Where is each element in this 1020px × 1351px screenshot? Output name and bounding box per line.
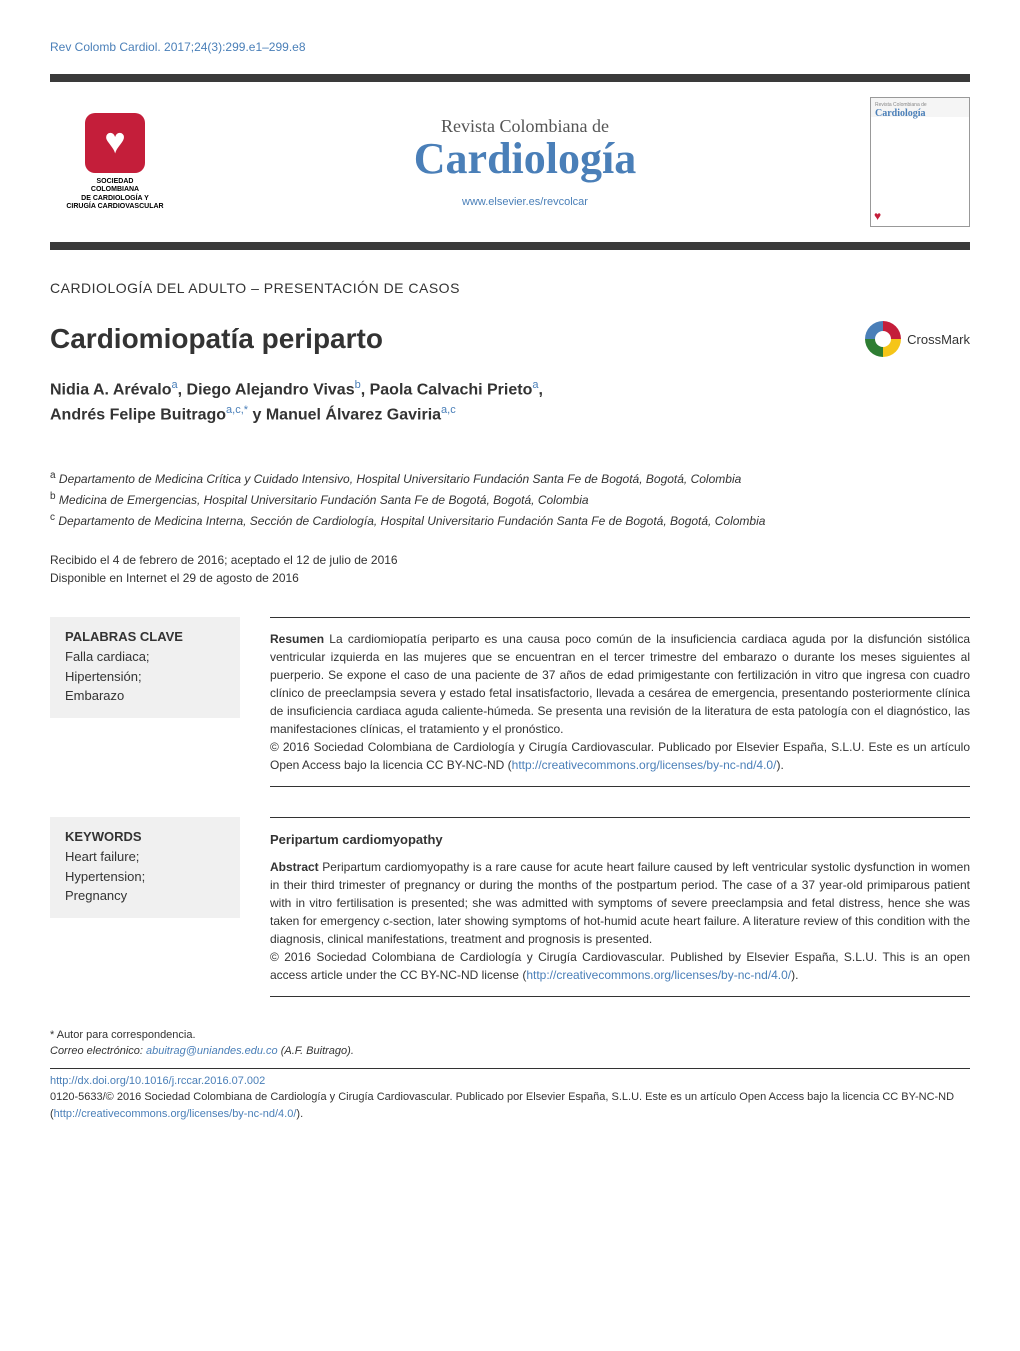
corresponding-email-line: Correo electrónico: abuitrag@uniandes.ed… [50, 1043, 970, 1060]
resumen-label: Resumen [270, 632, 324, 646]
society-name: SOCIEDAD COLOMBIANA DE CARDIOLOGÍA Y CIR… [50, 178, 180, 212]
journal-title: Cardiología [180, 137, 870, 181]
cc-license-link[interactable]: http://creativecommons.org/licenses/by-n… [526, 968, 791, 982]
cc-license-link[interactable]: http://creativecommons.org/licenses/by-n… [512, 758, 777, 772]
english-title: Peripartum cardiomyopathy [270, 830, 970, 850]
heart-icon [85, 113, 145, 173]
keywords-heading: KEYWORDS [65, 829, 225, 844]
resumen-text: La cardiomiopatía periparto es una causa… [270, 632, 970, 736]
palabras-clave-box: PALABRAS CLAVE Falla cardiaca; Hipertens… [50, 617, 240, 718]
footer-copyright: 0120-5633/© 2016 Sociedad Colombiana de … [50, 1089, 970, 1122]
section-label: CARDIOLOGÍA DEL ADULTO – PRESENTACIÓN DE… [50, 280, 970, 296]
article-dates: Recibido el 4 de febrero de 2016; acepta… [50, 551, 970, 587]
crossmark-badge[interactable]: CrossMark [865, 321, 970, 357]
authors-line: Nidia A. Arévaloa, Diego Alejandro Vivas… [50, 377, 970, 428]
abstract-label: Abstract [270, 860, 319, 874]
crossmark-label: CrossMark [907, 332, 970, 347]
keywords-box: KEYWORDS Heart failure; Hypertension; Pr… [50, 817, 240, 918]
crossmark-icon [865, 321, 901, 357]
cover-thumbnail: Revista Colombiana de Cardiología ♥ [870, 97, 970, 227]
affiliations: a Departamento de Medicina Crítica y Cui… [50, 468, 970, 532]
header-bar-top [50, 74, 970, 82]
palabras-clave-list: Falla cardiaca; Hipertensión; Embarazo [65, 647, 225, 706]
doi-link[interactable]: http://dx.doi.org/10.1016/j.rccar.2016.0… [50, 1068, 970, 1090]
header-bar-bottom [50, 242, 970, 250]
palabras-clave-heading: PALABRAS CLAVE [65, 629, 225, 644]
abstract-content: Peripartum cardiomyopathy Abstract Perip… [270, 817, 970, 997]
page-footer: * Autor para correspondencia. Correo ele… [50, 1027, 970, 1123]
keywords-list: Heart failure; Hypertension; Pregnancy [65, 847, 225, 906]
journal-title-block: Revista Colombiana de Cardiología www.el… [180, 116, 870, 208]
abstract-text: Peripartum cardiomyopathy is a rare caus… [270, 860, 970, 946]
journal-url[interactable]: www.elsevier.es/revcolcar [180, 196, 870, 208]
journal-header: SOCIEDAD COLOMBIANA DE CARDIOLOGÍA Y CIR… [50, 82, 970, 242]
email-link[interactable]: abuitrag@uniandes.edu.co [146, 1045, 278, 1057]
article-title: Cardiomiopatía periparto [50, 323, 383, 355]
heart-icon: ♥ [874, 209, 881, 223]
english-abstract-block: KEYWORDS Heart failure; Hypertension; Pr… [50, 817, 970, 997]
cc-license-link[interactable]: http://creativecommons.org/licenses/by-n… [54, 1108, 297, 1120]
corresponding-author-marker: * Autor para correspondencia. [50, 1027, 970, 1044]
citation: Rev Colomb Cardiol. 2017;24(3):299.e1–29… [50, 40, 970, 54]
society-logo: SOCIEDAD COLOMBIANA DE CARDIOLOGÍA Y CIR… [50, 113, 180, 212]
resumen-content: Resumen La cardiomiopatía periparto es u… [270, 617, 970, 787]
spanish-abstract-block: PALABRAS CLAVE Falla cardiaca; Hipertens… [50, 617, 970, 787]
